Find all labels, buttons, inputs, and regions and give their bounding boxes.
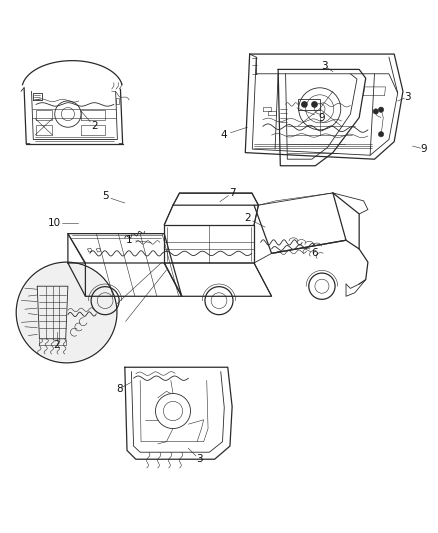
- Text: 9: 9: [420, 144, 427, 154]
- Text: 6: 6: [311, 248, 318, 259]
- Circle shape: [373, 109, 378, 114]
- Text: 2: 2: [244, 213, 251, 223]
- Circle shape: [312, 102, 317, 107]
- Circle shape: [378, 107, 384, 112]
- Text: 2: 2: [91, 122, 98, 131]
- Circle shape: [18, 263, 116, 361]
- Bar: [298, 99, 320, 110]
- Text: 1: 1: [126, 235, 133, 245]
- Text: 10: 10: [48, 217, 61, 228]
- Text: 2: 2: [53, 341, 60, 350]
- Text: 4: 4: [220, 130, 227, 140]
- Text: 9: 9: [318, 112, 325, 123]
- Circle shape: [378, 132, 384, 137]
- Text: 3: 3: [404, 92, 411, 102]
- Text: 7: 7: [229, 188, 236, 198]
- Text: 8: 8: [116, 384, 123, 394]
- Text: 3: 3: [196, 454, 203, 464]
- Circle shape: [302, 102, 307, 107]
- Text: 3: 3: [321, 61, 328, 71]
- Text: 5: 5: [102, 191, 109, 201]
